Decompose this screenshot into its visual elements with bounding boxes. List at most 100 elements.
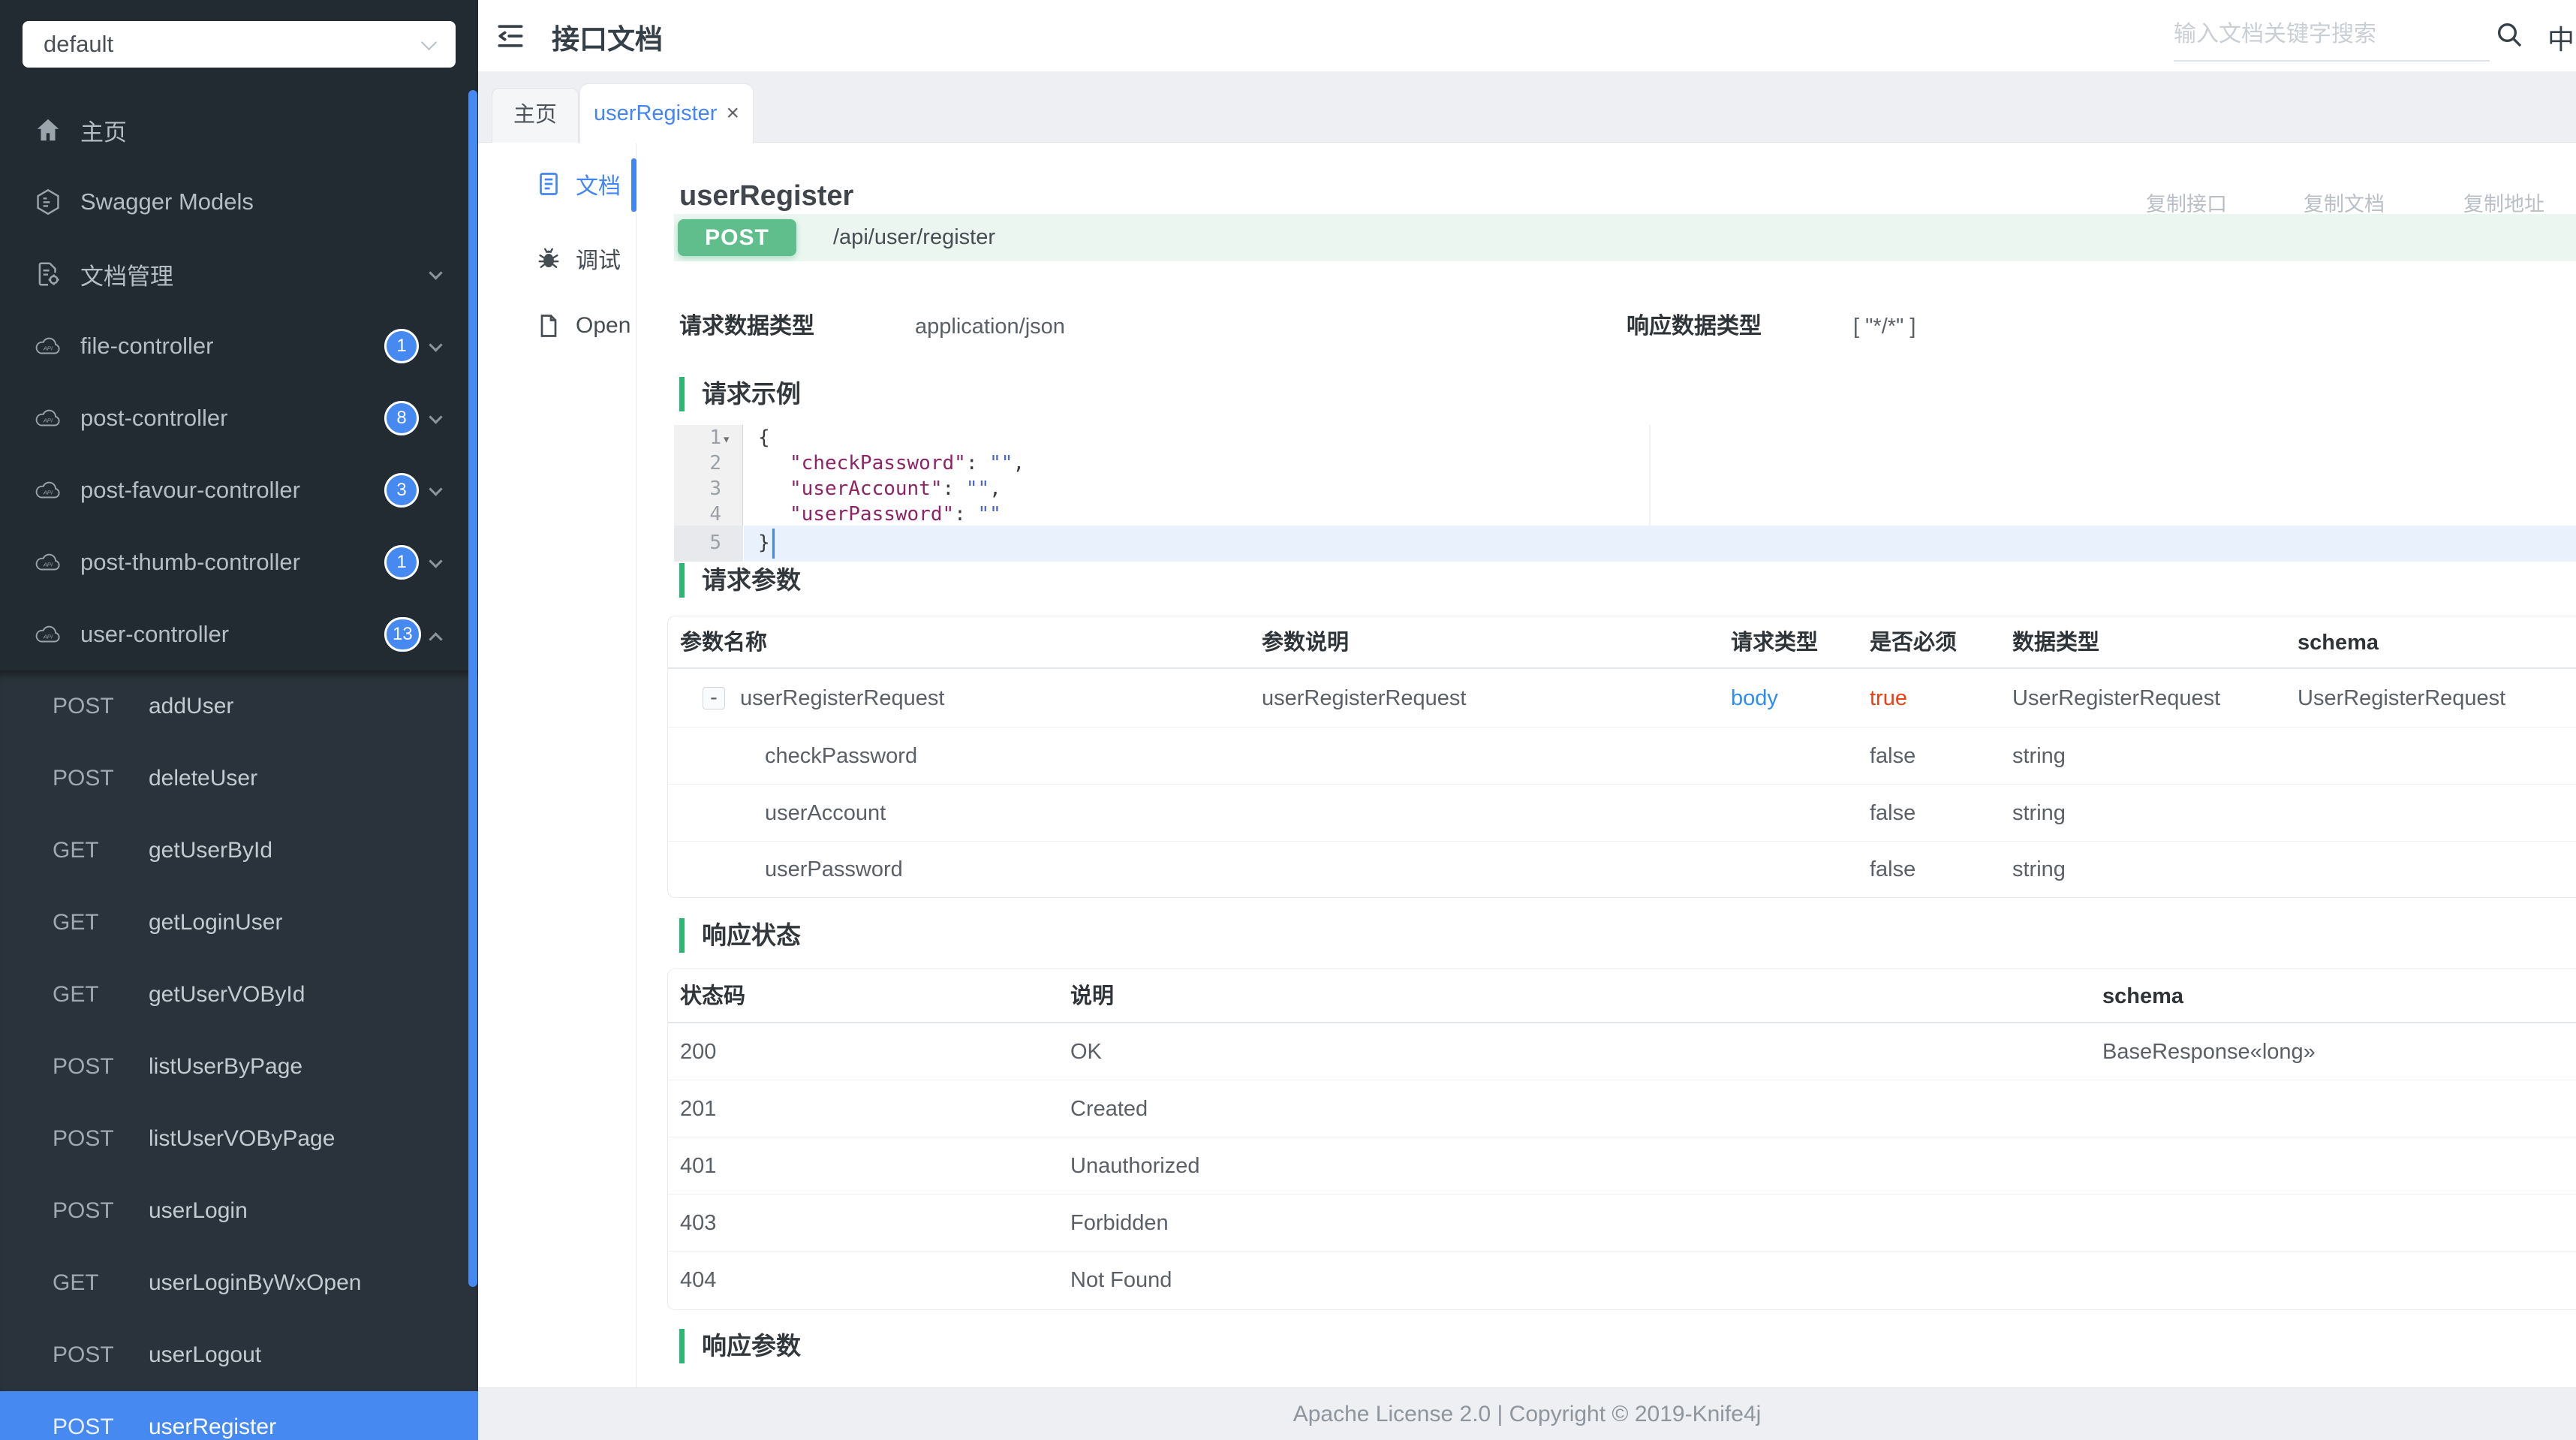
tab-userRegister[interactable]: userRegister × xyxy=(579,83,754,143)
line-number: 2 xyxy=(709,452,721,474)
line-number: 1 xyxy=(709,426,721,449)
http-method: GET xyxy=(53,910,99,935)
status-code: 200 xyxy=(680,1040,717,1064)
line-number: 4 xyxy=(709,503,721,526)
http-method: POST xyxy=(53,1342,114,1367)
section-response-params: 响应参数 xyxy=(679,1329,801,1363)
operation-listUserVOByPage[interactable]: POST listUserVOByPage xyxy=(0,1103,478,1175)
search-icon[interactable] xyxy=(2494,20,2524,50)
chevron-down-icon xyxy=(429,554,443,568)
param-name: checkPassword xyxy=(765,744,918,768)
status-desc: Unauthorized xyxy=(1070,1154,1200,1178)
operation-getUserById[interactable]: GET getUserById xyxy=(0,815,478,887)
operation-title: userRegister xyxy=(679,180,854,212)
sidebar-item-swagger-models[interactable]: Swagger Models xyxy=(0,166,478,238)
language-toggle[interactable]: 中 xyxy=(2547,24,2575,55)
sidebar-item-post-thumb-controller[interactable]: API post-thumb-controller 1 xyxy=(0,526,478,598)
search-input[interactable] xyxy=(2174,12,2490,57)
chevron-down-icon xyxy=(429,266,443,280)
editor-edge-rule xyxy=(1649,425,1651,526)
operation-deleteUser[interactable]: POST deleteUser xyxy=(0,743,478,815)
tab-label: 调试 xyxy=(576,249,621,273)
count-badge: 1 xyxy=(384,545,419,580)
table-row: checkPassword false string xyxy=(668,728,2576,785)
request-type-value: application/json xyxy=(915,315,1065,339)
sidebar-item-label: user-controller xyxy=(80,621,230,647)
code-line: "userAccount": "", xyxy=(790,477,1001,500)
collapse-menu-icon[interactable] xyxy=(494,20,527,53)
sidebar-item-post-controller[interactable]: API post-controller 8 xyxy=(0,382,478,454)
api-group-select[interactable]: default xyxy=(23,21,456,68)
operation-name: userLoginByWxOpen xyxy=(149,1270,362,1295)
param-name: userPassword xyxy=(765,857,903,881)
http-method: POST xyxy=(53,694,114,718)
operation-getUserVOById[interactable]: GET getUserVOById xyxy=(0,959,478,1031)
tab-docs[interactable]: 文档 xyxy=(478,158,636,209)
sidebar-item-file-controller[interactable]: API file-controller 1 xyxy=(0,310,478,382)
sidebar-item-label: 文档管理 xyxy=(80,263,173,290)
editor-gutter: 1 2 3 4 5 ▾ xyxy=(674,425,743,562)
operation-userRegister[interactable]: POST userRegister xyxy=(0,1391,478,1440)
sidebar-item-home[interactable]: 主页 xyxy=(0,94,478,166)
document-tabs: 主页 userRegister × xyxy=(478,72,2576,143)
table-header: 参数名称 参数说明 请求类型 是否必须 数据类型 schema xyxy=(668,616,2576,669)
tab-open[interactable]: Open xyxy=(478,300,636,351)
param-type: string xyxy=(2012,857,2066,881)
status-desc: Not Found xyxy=(1070,1268,1172,1292)
collapse-row-button[interactable]: - xyxy=(703,687,725,709)
operation-addUser[interactable]: POST addUser xyxy=(0,670,478,743)
json-example-editor[interactable]: 1 2 3 4 5 ▾ { "checkPassword": "", "user… xyxy=(674,425,2576,562)
tab-debug[interactable]: 调试 xyxy=(478,233,636,284)
close-icon[interactable]: × xyxy=(726,101,739,125)
sidebar-scrollbar[interactable] xyxy=(468,90,477,1287)
operation-getLoginUser[interactable]: GET getLoginUser xyxy=(0,887,478,959)
copy-api-link[interactable]: 复制接口 xyxy=(2146,193,2227,215)
param-name: userRegisterRequest xyxy=(740,686,945,710)
param-required: true xyxy=(1870,686,1907,710)
text-cursor xyxy=(772,529,775,559)
operation-name: addUser xyxy=(149,694,234,718)
svg-text:API: API xyxy=(43,489,53,496)
operation-userLoginByWxOpen[interactable]: GET userLoginByWxOpen xyxy=(0,1247,478,1319)
copy-doc-link[interactable]: 复制文档 xyxy=(2304,193,2385,215)
status-code: 201 xyxy=(680,1097,717,1121)
operation-listUserByPage[interactable]: POST listUserByPage xyxy=(0,1031,478,1103)
fold-arrow-icon[interactable]: ▾ xyxy=(722,431,731,447)
param-required: false xyxy=(1870,801,1916,825)
active-tab-indicator xyxy=(631,158,636,212)
cloud-api-icon: API xyxy=(34,404,62,432)
sidebar-item-label: Swagger Models xyxy=(80,188,254,215)
operation-name: deleteUser xyxy=(149,766,258,791)
sidebar-item-label: file-controller xyxy=(80,333,214,359)
param-type: UserRegisterRequest xyxy=(2012,686,2221,710)
svg-text:API: API xyxy=(43,417,53,423)
table-row: userPassword false string xyxy=(668,842,2576,897)
operation-userLogin[interactable]: POST userLogin xyxy=(0,1175,478,1247)
tab-label: 文档 xyxy=(576,174,621,199)
sidebar-item-doc-manage[interactable]: 文档管理 xyxy=(0,238,478,310)
param-in: body xyxy=(1731,686,1778,710)
request-type-label: 请求数据类型 xyxy=(679,314,814,339)
sidebar-item-label: post-favour-controller xyxy=(80,477,300,503)
copy-address-link[interactable]: 复制地址 xyxy=(2463,193,2544,215)
table-row: 201 Created xyxy=(668,1080,2576,1137)
status-code: 403 xyxy=(680,1211,717,1235)
table-row: userAccount false string xyxy=(668,785,2576,842)
sidebar-item-post-favour-controller[interactable]: API post-favour-controller 3 xyxy=(0,454,478,526)
table-row: 200 OK BaseResponse«long» xyxy=(668,1023,2576,1080)
endpoint-bar: POST /api/user/register xyxy=(674,214,2576,261)
operation-userLogout[interactable]: POST userLogout xyxy=(0,1319,478,1391)
api-group-select-value: default xyxy=(44,31,114,57)
cloud-api-icon: API xyxy=(34,548,62,577)
tab-home[interactable]: 主页 xyxy=(492,88,579,143)
table-row: 404 Not Found xyxy=(668,1252,2576,1309)
http-method: GET xyxy=(53,1270,99,1295)
operation-name: userLogout xyxy=(149,1342,262,1367)
chevron-down-icon xyxy=(429,410,443,424)
status-desc: Forbidden xyxy=(1070,1211,1169,1235)
content-types-row: 请求数据类型 application/json 响应数据类型 [ "*/*" ] xyxy=(636,312,2576,342)
svg-text:API: API xyxy=(43,633,53,640)
sidebar-item-user-controller[interactable]: API user-controller 13 xyxy=(0,598,478,670)
page-title: 接口文档 xyxy=(552,24,663,55)
code-line: { xyxy=(758,426,770,449)
